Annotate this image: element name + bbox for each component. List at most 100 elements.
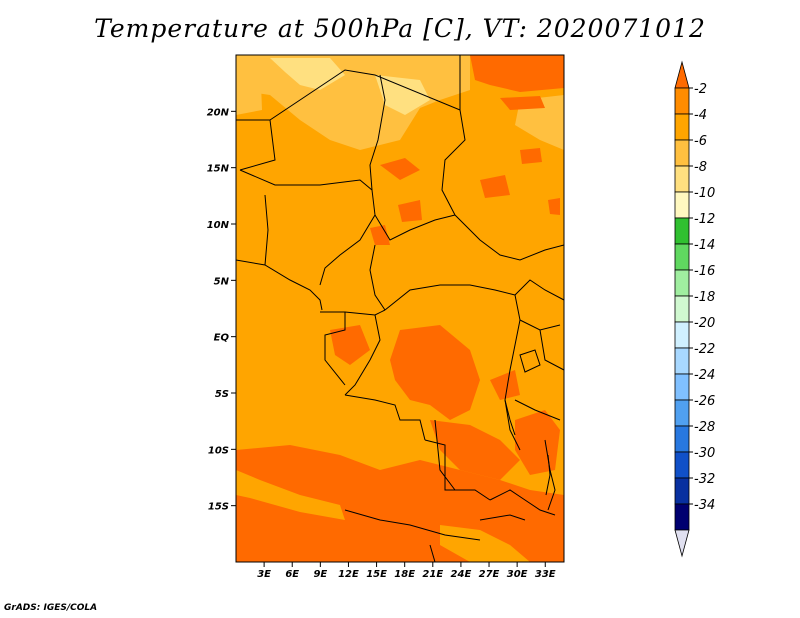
lake-victoria [519,349,541,373]
x-tick-label: 21E [422,569,443,580]
y-tick-label: 10S [208,445,229,456]
field-warm-patch-3 [480,175,510,198]
chart-title: Temperature at 500hPa [C], VT: 202007101… [94,14,706,43]
y-tick-label: 5S [215,389,229,400]
x-tick-label: 6E [285,569,299,580]
colorbar-label: -10 [694,186,715,201]
border-malawi [544,439,556,511]
border-drc-w [344,394,426,441]
lake-tanganyika [504,399,516,436]
colorbar-label: -22 [694,342,715,357]
field-cool-nw [236,58,262,115]
field-base-sw [236,470,345,520]
field-warm-patch-5 [548,198,560,215]
x-tick-label: 12E [338,569,359,580]
colorbar-swatch [674,243,690,271]
x-tick-label: 27E [479,569,500,580]
y-axis: 20N 15N 10N 5N EQ 5S 10S 15S [207,107,236,513]
colorbar-swatch [674,87,690,115]
field-coolest-north-2 [375,75,430,115]
colorbar-label: -8 [694,160,707,175]
colorbar-swatch [674,269,690,297]
border-gabon [324,312,346,386]
border-sudan-ssudan [454,214,564,261]
y-tick-label: 5N [214,276,230,287]
lake-malawi [545,454,551,496]
colorbar-swatch [674,477,690,505]
colorbar-label: -18 [694,290,715,305]
border-tanzania [514,399,561,421]
field-base-se [440,525,530,562]
colorbar: -2 -4 -6 -8 -10 -12 -14 -16 -18 -20 -22 -24 -26 -28 -3… [674,60,715,558]
colorbar-label: -20 [694,316,715,331]
colorbar-label: -26 [694,394,715,409]
border-angola-drc [424,439,491,501]
border-namibia [344,509,481,541]
colorbar-label: -24 [694,368,715,383]
field-warm-northeast [470,55,564,92]
y-tick-label: EQ [214,333,230,344]
colorbar-label: -28 [694,420,715,435]
border-benin [264,194,269,266]
country-borders [236,55,564,562]
border-libya-chad [269,55,461,121]
colorbar-swatch [674,165,690,193]
border-coast-west [236,259,323,311]
x-tick-label: 15E [366,569,387,580]
colorbar-swatch [674,503,690,531]
field-warm-patch-6 [370,225,390,245]
map-frame [235,54,565,563]
border-car-drc [384,284,516,311]
y-tick-label: 20N [207,107,230,118]
y-tick-label: 15S [208,502,229,513]
border-cameroon-car [369,244,386,311]
x-tick-label: 30E [507,569,528,580]
border-chad-car [374,214,456,241]
field-warm-central-w [330,325,370,365]
colorbar-swatch [674,113,690,141]
field-warm-central-e [490,370,520,400]
colorbar-label: -12 [694,212,715,227]
colorbar-bottom-arrow [674,529,690,558]
field-warm-central [390,325,480,420]
colorbar-swatch [674,347,690,375]
colorbar-swatch [674,373,690,401]
grads-credit: GrADS: IGES/COLA [4,603,98,613]
y-tick-label: 10N [207,220,230,231]
colorbar-swatch [674,425,690,453]
border-chad-sudan [441,109,466,216]
colorbar-swatch [674,321,690,349]
field-warm-ne-patch [500,96,545,110]
colorbar-label: -6 [694,134,707,149]
border-ssudan-s [514,279,564,301]
border-congo [344,314,381,396]
field-warm-patch-1 [380,158,420,180]
border-zambia-e [489,489,556,516]
x-tick-label: 18E [394,569,415,580]
colorbar-label: -16 [694,264,715,279]
border-niger-chad [369,74,386,191]
colorbar-label: -32 [694,472,715,487]
field-warm-patch-2 [398,200,422,222]
x-tick-label: 24E [451,569,472,580]
x-tick-label: 3E [257,569,271,580]
colorbar-swatch [674,399,690,427]
colorbar-label: -34 [694,498,715,513]
x-tick-label: 9E [313,569,327,580]
field-warm-patch-4 [520,148,542,164]
colorbar-swatch [674,191,690,219]
colorbar-swatch [674,451,690,479]
temperature-field [236,55,564,562]
border-angola-zambia [434,419,456,491]
colorbar-swatch [674,139,690,167]
border-zambia-zim [479,514,526,521]
border-nigeria-e [319,189,376,286]
border-kenya [539,329,564,371]
x-tick-label: 33E [535,569,556,580]
y-tick-label: 15N [207,164,230,175]
colorbar-label: -30 [694,446,715,461]
colorbar-label: -14 [694,238,715,253]
border-cameroon-s [320,309,386,316]
border-botswana [429,544,436,562]
